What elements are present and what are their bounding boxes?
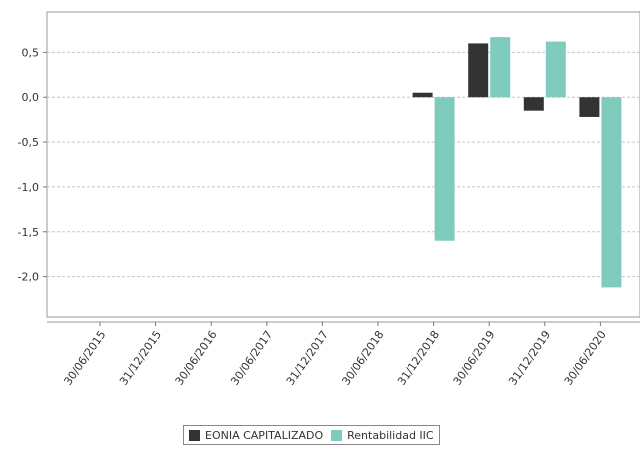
x-tick-label: 31/12/2018 [395,328,442,387]
x-tick-label: 30/06/2018 [339,328,386,387]
bar-eonia [579,97,600,117]
bar-eonia [412,92,433,98]
y-tick-label: -1,5 [18,226,39,239]
x-tick-label: 31/12/2019 [506,328,553,387]
bar-rentabilidad [434,97,455,241]
legend-item-rentabilidad: Rentabilidad IIC [331,428,434,442]
bar-eonia [523,97,544,111]
legend-label-rentabilidad: Rentabilidad IIC [347,428,434,442]
y-tick-label: -1,0 [18,181,39,194]
legend-swatch-eonia [189,429,200,441]
y-tick-label: -0,5 [18,136,39,149]
y-tick-label: 0,5 [22,46,40,59]
legend: EONIA CAPITALIZADO Rentabilidad IIC [183,425,440,445]
x-tick-label: 31/12/2017 [284,328,331,387]
bar-eonia [468,43,489,98]
bar-rentabilidad [601,97,622,288]
legend-item-eonia: EONIA CAPITALIZADO [189,429,323,442]
x-tick-label: 31/12/2015 [117,328,164,387]
plot-area [46,11,640,318]
y-tick-label: 0,0 [22,91,40,104]
x-tick-label: 30/06/2019 [451,328,498,387]
bar-rentabilidad [490,37,511,98]
legend-label-eonia: EONIA CAPITALIZADO [205,428,324,442]
y-tick-label: -2,0 [18,271,39,284]
legend-swatch-rentabilidad [331,429,343,441]
x-tick-label: 30/06/2020 [562,328,609,387]
x-tick-label: 30/06/2015 [61,328,108,387]
bar-rentabilidad [545,41,566,98]
x-tick-label: 30/06/2016 [173,328,220,387]
x-tick-label: 30/06/2017 [228,328,275,387]
